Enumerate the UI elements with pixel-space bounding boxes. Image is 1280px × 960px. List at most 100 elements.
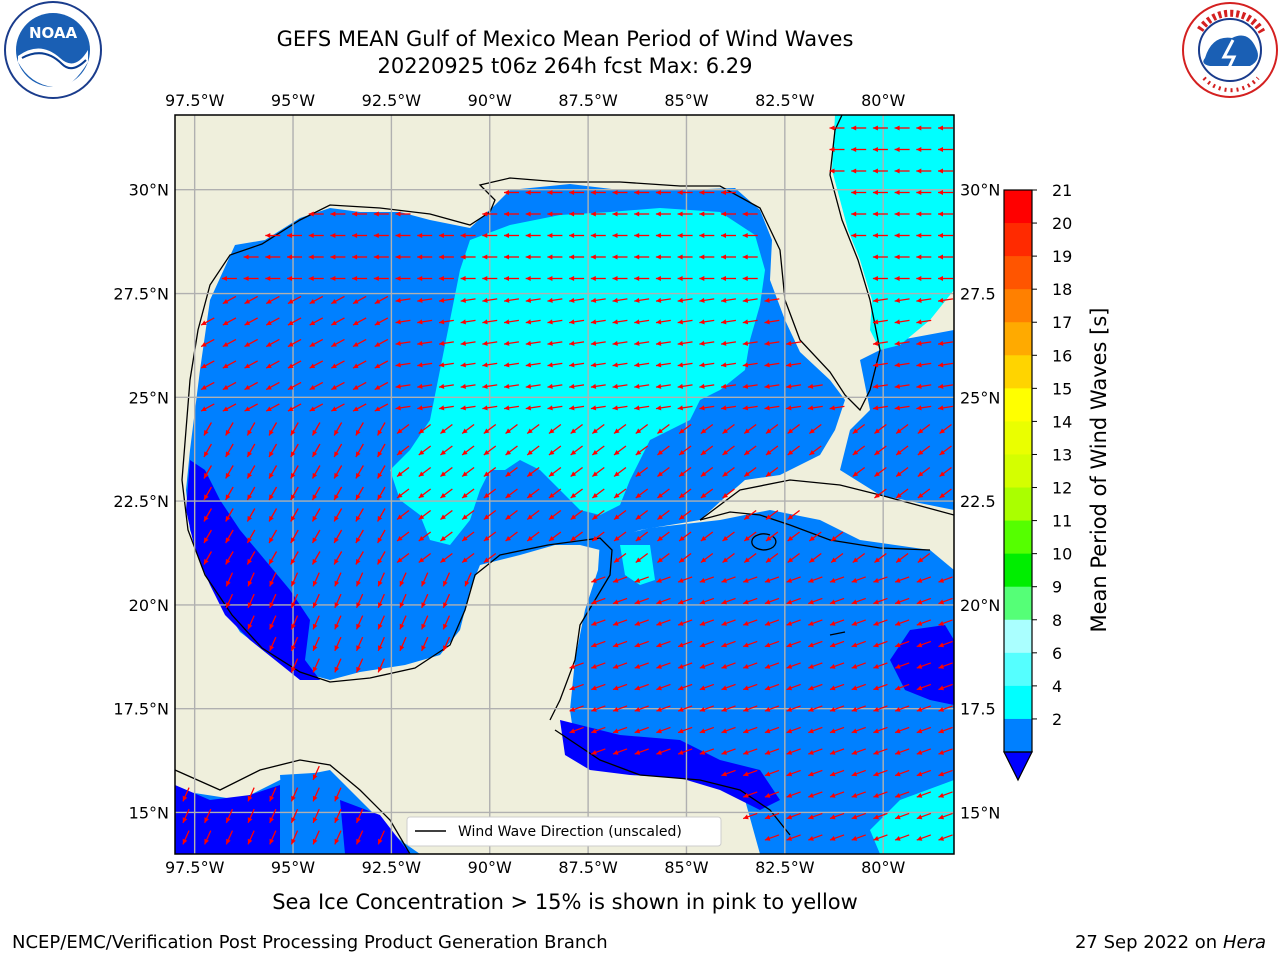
wave-arrow-598 xyxy=(829,597,845,605)
wave-arrow-78 xyxy=(721,233,736,238)
wave-arrow-22 xyxy=(590,190,606,195)
longitude-labels-bottom: 97.5°W 95°W 92.5°W 90°W 87.5°W 85°W 82.5°W 80°W xyxy=(165,858,906,877)
wave-arrow-379 xyxy=(461,445,475,456)
longitude-labels-top: 97.5°W 95°W 92.5°W 90°W 87.5°W 85°W 82.5°W 80°W xyxy=(165,91,906,110)
wave-arrow-745 xyxy=(829,748,845,755)
wave-arrow-204 xyxy=(244,338,258,348)
colorbar-segment-11 xyxy=(1004,553,1032,588)
wave-arrow-551 xyxy=(312,572,320,587)
wave-arrow-709 xyxy=(808,705,823,712)
wave-arrow-419 xyxy=(591,466,605,478)
wave-arrow-458 xyxy=(874,488,887,499)
wave-arrow-525 xyxy=(355,551,364,565)
wave-arrow-46 xyxy=(634,211,650,217)
map-frame xyxy=(174,114,955,855)
wave-arrow-359 xyxy=(765,423,779,435)
wave-arrow-492 xyxy=(290,529,299,544)
wave-arrow-731 xyxy=(894,726,910,734)
wave-arrow-771 xyxy=(786,791,801,798)
wave-arrow-268 xyxy=(244,381,258,391)
wave-arrow-281 xyxy=(525,383,541,389)
wave-arrow-499 xyxy=(440,531,453,542)
wave-arrow-373 xyxy=(333,443,343,458)
wave-arrow-555 xyxy=(399,572,407,587)
wave-arrow-809 xyxy=(786,834,801,841)
wave-arrow-131 xyxy=(612,276,628,281)
wave-arrow-396 xyxy=(852,445,866,456)
wave-arrow-800 xyxy=(225,830,234,845)
wave-arrow-805 xyxy=(334,830,342,845)
wave-arrow-547 xyxy=(225,572,234,587)
wave-arrow-737 xyxy=(656,748,671,755)
wave-arrow-294 xyxy=(807,383,823,389)
wave-arrow-565 xyxy=(721,576,736,583)
wave-arrow-137 xyxy=(742,276,758,281)
wave-arrow-24 xyxy=(634,190,650,195)
wave-arrow-754 xyxy=(764,769,780,777)
wave-arrow-503 xyxy=(526,531,540,542)
wave-arrow-101 xyxy=(590,254,606,260)
wave-arrow-1 xyxy=(851,125,867,131)
latitude-labels-left: 30°N 27.5°N 25°N 22.5°N 20°N 17.5°N 15°N xyxy=(113,181,169,823)
wave-arrow-500 xyxy=(461,531,475,542)
wave-arrow-498 xyxy=(418,531,432,542)
wave-arrow-80 xyxy=(851,233,867,238)
colorbar-tick-12: 9 xyxy=(1052,578,1062,597)
colorbar-tick-3: 18 xyxy=(1052,280,1072,299)
wave-arrow-287 xyxy=(655,383,671,389)
wave-arrow-259 xyxy=(742,362,758,368)
wave-arrow-721 xyxy=(677,726,693,734)
colorbar-segment-13 xyxy=(1004,619,1032,654)
lon-label-bottom-1: 95°W xyxy=(271,858,315,877)
colorbar-segment-14 xyxy=(1004,652,1032,687)
wave-arrow-299 xyxy=(200,403,215,412)
wave-arrow-44 xyxy=(590,211,606,217)
wave-arrow-693 xyxy=(851,683,866,691)
wave-arrow-76 xyxy=(677,233,693,238)
wave-arrow-323 xyxy=(720,405,737,411)
wave-arrow-203 xyxy=(222,338,237,348)
wave-arrow-339 xyxy=(333,422,343,436)
wave-arrow-109 xyxy=(872,254,888,260)
wave-arrow-482 xyxy=(635,509,649,521)
wave-arrow-50 xyxy=(721,211,736,217)
wave-arrow-711 xyxy=(851,705,866,712)
wave-arrow-803 xyxy=(290,830,299,845)
wave-arrow-670 xyxy=(742,662,758,669)
wave-arrow-88 xyxy=(308,254,324,260)
wave-arrow-628 xyxy=(894,619,910,626)
lat-label-left-3: 22.5°N xyxy=(113,492,169,511)
wave-arrow-363 xyxy=(874,423,887,435)
wave-arrow-574 xyxy=(916,576,932,583)
wave-arrow-214 xyxy=(460,340,476,346)
wave-arrow-477 xyxy=(526,509,540,521)
wave-arrow-408 xyxy=(355,465,364,479)
wave-arrow-508 xyxy=(635,531,649,542)
wave-arrow-241 xyxy=(352,360,367,369)
wave-arrow-385 xyxy=(591,445,605,456)
wave-arrow-795 xyxy=(894,812,910,820)
wave-arrow-783 xyxy=(269,808,277,824)
wave-arrow-630 xyxy=(938,619,953,626)
wave-arrow-439 xyxy=(333,486,343,501)
wave-arrow-792 xyxy=(829,812,845,820)
wave-arrow-550 xyxy=(290,572,299,587)
wave-arrow-188 xyxy=(547,319,563,325)
wave-arrow-143 xyxy=(244,295,258,305)
wave-arrow-114 xyxy=(243,276,259,281)
wave-arrow-452 xyxy=(613,488,627,499)
colorbar-tick-15: 4 xyxy=(1052,677,1062,696)
wave-arrow-335 xyxy=(246,422,256,436)
colorbar-tick-1: 20 xyxy=(1052,214,1072,233)
wave-arrow-631 xyxy=(269,636,277,652)
wave-arrow-340 xyxy=(355,422,364,436)
wave-arrow-185 xyxy=(482,319,498,325)
colorbar-segment-1 xyxy=(1004,223,1032,257)
wave-arrow-180 xyxy=(374,317,389,326)
wave-arrow-725 xyxy=(764,726,780,734)
wave-arrow-72 xyxy=(590,233,606,238)
wave-arrow-770 xyxy=(764,791,780,798)
wave-arrow-27 xyxy=(699,190,715,195)
wave-arrow-161 xyxy=(634,297,650,303)
wave-arrow-758 xyxy=(851,769,866,777)
